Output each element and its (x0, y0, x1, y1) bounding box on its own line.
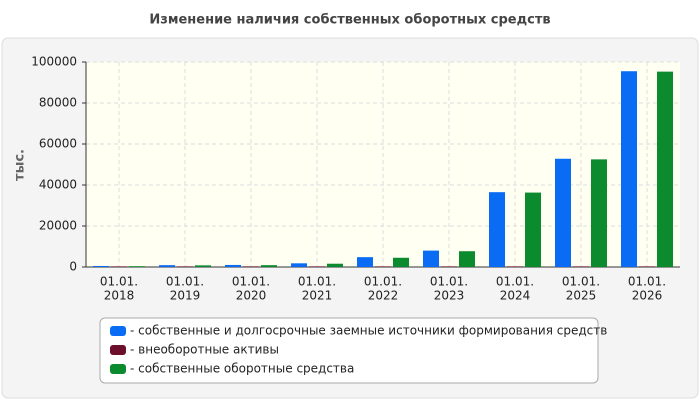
bar (195, 265, 211, 267)
bar (507, 266, 523, 267)
y-tick-label: 40000 (39, 178, 77, 192)
x-tick-label: 2018 (104, 289, 135, 303)
x-tick-label: 2025 (566, 289, 597, 303)
x-tick-label: 01.01. (364, 275, 402, 289)
bar (177, 266, 193, 267)
bar (441, 266, 457, 267)
y-tick-label: 80000 (39, 96, 77, 110)
y-tick-label: 20000 (39, 219, 77, 233)
x-tick-label: 2024 (500, 289, 531, 303)
legend-swatch (110, 326, 126, 336)
bar (525, 192, 541, 267)
legend-label: - собственные оборотные средства (130, 362, 354, 376)
legend (99, 317, 599, 384)
bar (357, 257, 373, 267)
y-tick-label: 0 (69, 260, 77, 274)
x-tick-label: 2020 (236, 289, 267, 303)
bar (621, 71, 637, 267)
bar (159, 265, 175, 267)
x-tick-label: 01.01. (562, 275, 600, 289)
bar (459, 251, 475, 267)
bar (327, 263, 343, 267)
x-tick-label: 2021 (302, 289, 333, 303)
x-tick-label: 01.01. (430, 275, 468, 289)
bar (489, 192, 505, 267)
legend-label: - внеоборотные активы (130, 343, 279, 357)
bar (261, 265, 277, 267)
x-tick-label: 01.01. (166, 275, 204, 289)
bar (111, 266, 127, 267)
legend-swatch (110, 345, 126, 355)
bar (657, 71, 673, 267)
legend-label: - собственные и долгосрочные заемные ист… (130, 324, 607, 338)
bar (93, 265, 109, 267)
x-tick-label: 01.01. (232, 275, 270, 289)
bar (393, 257, 409, 267)
y-axis-label: тыс. (13, 149, 28, 181)
bar (555, 158, 571, 267)
bar (291, 263, 307, 267)
bar (225, 264, 241, 267)
x-tick-label: 01.01. (100, 275, 138, 289)
bar (375, 266, 391, 267)
legend-swatch (110, 364, 126, 374)
x-tick-label: 2022 (368, 289, 399, 303)
x-tick-label: 2019 (170, 289, 201, 303)
y-tick-label: 100000 (31, 55, 77, 69)
bar (309, 266, 325, 267)
bar (573, 266, 589, 267)
x-tick-label: 01.01. (298, 275, 336, 289)
bar (423, 250, 439, 267)
x-tick-label: 01.01. (628, 275, 666, 289)
bar (591, 159, 607, 267)
x-tick-label: 2026 (632, 289, 663, 303)
x-tick-label: 01.01. (496, 275, 534, 289)
bar (639, 266, 655, 267)
x-tick-label: 2023 (434, 289, 465, 303)
y-tick-label: 60000 (39, 137, 77, 151)
chart-title: Изменение наличия собственных оборотных … (149, 13, 550, 28)
bar (243, 266, 259, 267)
bar (129, 266, 145, 267)
